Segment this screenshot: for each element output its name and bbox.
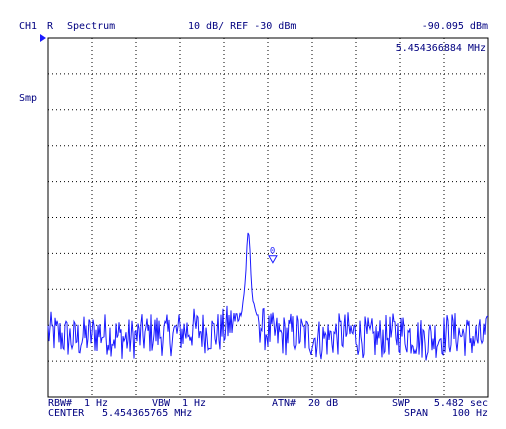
span-label: SPAN <box>404 408 429 419</box>
swp-label: SWP <box>392 398 411 409</box>
center-label: CENTER <box>48 408 85 419</box>
mode-label: R <box>47 21 54 32</box>
scale-reference: 10 dB/ REF -30 dBm <box>188 21 297 32</box>
center-value: 5.454365765 MHz <box>102 408 193 419</box>
spectrum-trace <box>47 232 489 361</box>
channel-label: CH1 <box>19 21 38 32</box>
grid-lines <box>48 38 488 397</box>
analyzer-title: Spectrum <box>67 21 116 32</box>
span-value: 100 Hz <box>451 408 488 419</box>
rbw-value: 1 Hz <box>84 398 109 409</box>
vbw-label: VBW <box>152 398 171 409</box>
marker-frequency-readout: 5.454366884 MHz <box>395 43 486 54</box>
detector-label: Smp <box>19 93 38 104</box>
marker-triangle <box>268 255 278 264</box>
marker: 0 <box>268 247 278 264</box>
marker-number: 0 <box>270 247 275 257</box>
active-channel-indicator <box>40 34 46 42</box>
vbw-value: 1 Hz <box>182 398 207 409</box>
plot-frame <box>47 37 489 398</box>
marker-level-readout: -90.095 dBm <box>421 21 488 32</box>
atn-label: ATN# <box>272 398 297 409</box>
atn-value: 20 dB <box>308 398 339 409</box>
swp-value: 5.482 sec <box>433 398 488 409</box>
rbw-label: RBW# <box>48 398 73 409</box>
